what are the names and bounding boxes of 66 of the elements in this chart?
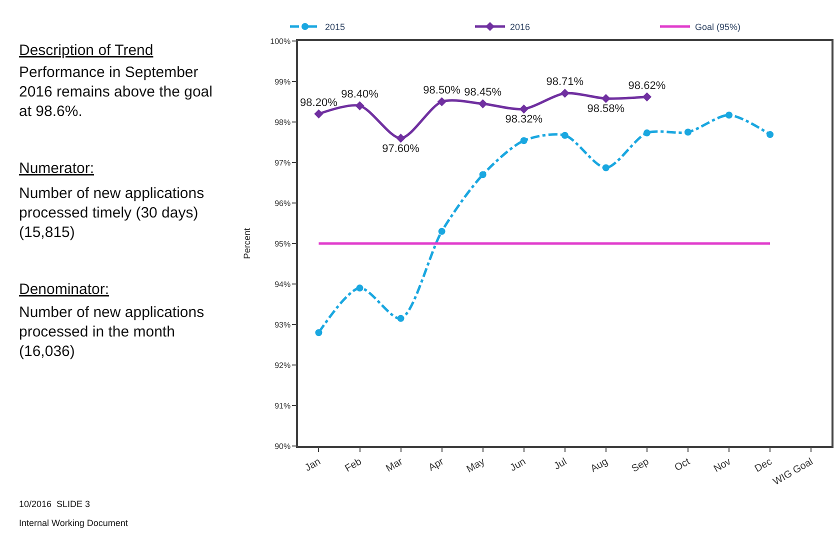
y-tick-label: 97% [274, 158, 291, 168]
y-tick-label: 93% [274, 320, 291, 330]
text: Internal Working Document [19, 518, 128, 528]
text: Numerator: [19, 160, 94, 177]
data-label: 98.32% [505, 114, 543, 126]
point [643, 129, 650, 136]
point [560, 88, 570, 98]
legend-label: 2015 [325, 22, 346, 32]
point [396, 134, 406, 143]
point [642, 92, 652, 102]
point [479, 171, 486, 178]
x-tick-label: Nov [712, 456, 734, 475]
text: Number of new applications processed timely (30 days) (15,815) [19, 185, 204, 241]
y-tick-label: 96% [274, 198, 291, 208]
y-tick-label: 99% [274, 77, 291, 86]
data-label: 98.58% [587, 103, 625, 116]
data-label: 98.71% [546, 76, 584, 88]
point [520, 137, 528, 144]
point [438, 228, 446, 235]
y-tick-label: 90% [274, 442, 291, 451]
x-tick-label: Jul [552, 456, 569, 472]
y-tick-label: 100% [270, 36, 291, 46]
data-label: 98.62% [628, 80, 666, 92]
x-tick-label: Feb [343, 456, 364, 475]
y-tick-label: 98% [274, 118, 291, 127]
x-tick-label: Jan [303, 456, 323, 474]
point [315, 329, 322, 336]
text: Number of new applications processed in the month (16,036) [19, 304, 204, 360]
y-tick-label: 95% [274, 239, 291, 248]
x-tick-label: Apr [426, 456, 446, 474]
point [397, 314, 404, 322]
data-label: 98.50% [423, 84, 461, 97]
x-tick-label: Jun [508, 456, 528, 474]
text: Description of Trend [19, 42, 154, 59]
point [355, 101, 364, 110]
x-tick-label: Sep [630, 456, 652, 475]
y-tick-label: 94% [274, 280, 291, 289]
data-label: 98.40% [341, 88, 379, 101]
point [478, 99, 488, 108]
x-tick-label: Aug [589, 456, 610, 475]
y-tick-label: 92% [274, 360, 291, 370]
point [519, 104, 528, 114]
point [601, 94, 610, 104]
point [314, 109, 324, 118]
point [766, 131, 774, 138]
x-tick-label: Mar [384, 456, 406, 475]
data-label: 97.60% [382, 142, 420, 155]
data-label: 98.45% [464, 86, 502, 99]
y-axis-title: Percent [242, 228, 252, 260]
point [437, 97, 446, 106]
point [356, 284, 364, 292]
point [684, 128, 692, 136]
data-label: 98.20% [300, 96, 338, 109]
point [561, 132, 568, 139]
text: 10/2016 SLIDE 3 [19, 499, 90, 509]
y-tick-label: 91% [274, 401, 291, 410]
x-tick-label: Oct [673, 456, 692, 474]
x-tick-label: WIG Goal [772, 456, 816, 488]
x-tick-label: Dec [753, 456, 774, 475]
text: Performance in September 2016 remains above the goal at 98.6%. [19, 64, 212, 120]
legend-label: Goal (95%) [695, 22, 741, 32]
legend-label: 2016 [510, 22, 530, 32]
point [726, 112, 733, 119]
point [602, 164, 610, 172]
x-tick-label: May [464, 456, 487, 476]
text: Denominator: [19, 281, 110, 298]
